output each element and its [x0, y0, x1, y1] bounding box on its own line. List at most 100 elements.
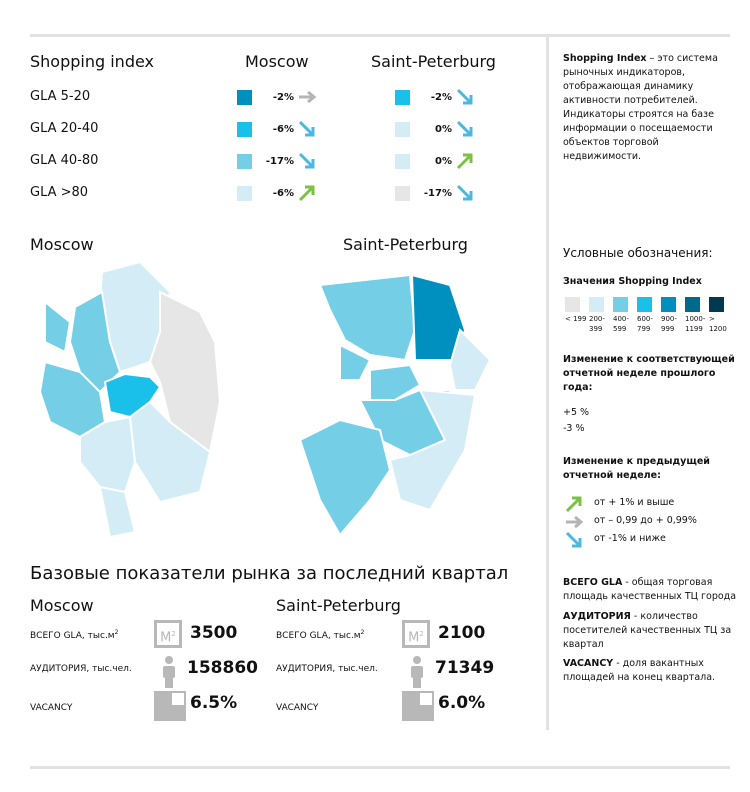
moscow-map-title: Moscow [30, 235, 94, 254]
scale-label: 200-399 [589, 315, 605, 333]
moscow-index-swatch [237, 122, 252, 137]
vacancy-value: 6.0% [438, 693, 486, 713]
spb-map [300, 273, 492, 537]
spb-district-c [369, 363, 422, 401]
gla-label: ВСЕГО GLA, тыс.м2 [30, 629, 119, 641]
moscow-district-s [128, 400, 212, 504]
spb-index-swatch [395, 186, 410, 201]
scale-label: 400-599 [613, 315, 629, 333]
market-title: Базовые показатели рынка за последний кв… [30, 563, 509, 584]
scale-label: 900-999 [661, 315, 677, 333]
gla-value: 3500 [190, 623, 238, 643]
spb-index-change: -17% [423, 188, 452, 199]
vacancy-label: VACANCY [30, 703, 73, 713]
moscow-map [40, 262, 222, 539]
vertical-divider [546, 34, 549, 730]
row-label: GLA 40-80 [30, 153, 99, 168]
trend-up-icon [455, 151, 477, 171]
trend-down-icon [455, 183, 477, 203]
moscow-district-sw [79, 415, 137, 494]
audience-value: 158860 [187, 658, 258, 678]
scale-label: < 199 [565, 315, 587, 323]
audience-label: АУДИТОРИЯ, тыс.чел. [276, 664, 378, 674]
vacancy-icon [154, 691, 186, 721]
spb-index-change: -2% [430, 92, 452, 103]
scale-label: 1000-1199 [685, 315, 706, 333]
moscow-index-change: -2% [272, 92, 294, 103]
scale-swatch [709, 297, 724, 312]
legend-title: Условные обозначения: [563, 246, 713, 260]
vacancy-label: VACANCY [276, 703, 319, 713]
spb-district-e [448, 328, 492, 391]
moscow-district-new [98, 485, 137, 539]
yoy-up: +5 % [563, 407, 590, 418]
spb-index-swatch [395, 90, 410, 105]
legend-flat-arrow-icon [564, 512, 586, 532]
scale-swatch [565, 297, 580, 312]
moscow-index-change: -17% [265, 156, 294, 167]
scale-label: > 1200 [709, 315, 727, 333]
top-divider [30, 34, 730, 37]
trend-down-icon [297, 119, 319, 139]
prev-up: от + 1% и выше [594, 497, 675, 508]
yoy-title: Изменение к соответствующей отчетной нед… [563, 354, 735, 393]
moscow-index-swatch [237, 90, 252, 105]
spb-map-title: Saint-Peterburg [343, 235, 468, 254]
scale-swatch [637, 297, 652, 312]
market-spb-title: Saint-Peterburg [276, 596, 401, 615]
spb-index-swatch [395, 154, 410, 169]
values-title: Значения Shopping Index [563, 276, 702, 287]
trend-up-icon [297, 183, 319, 203]
row-label: GLA 20-40 [30, 121, 99, 136]
bottom-divider [30, 766, 730, 769]
def-vacancy: VACANCY - доля вакантных площадей на кон… [563, 658, 716, 683]
row-label: GLA 5-20 [30, 89, 91, 104]
scale-swatch [685, 297, 700, 312]
moscow-column-title: Moscow [245, 52, 309, 71]
trend-down-icon [455, 119, 477, 139]
moscow-index-change: -6% [272, 124, 294, 135]
gla-value: 2100 [438, 623, 486, 643]
audience-label: АУДИТОРИЯ, тыс.чел. [30, 664, 132, 674]
spb-district-w [339, 343, 372, 381]
person-icon [411, 656, 423, 688]
trend-down-icon [297, 151, 319, 171]
area-m2-icon: M2 [402, 620, 430, 648]
row-label: GLA >80 [30, 185, 89, 200]
scale-swatch [613, 297, 628, 312]
moscow-district-c [103, 372, 162, 419]
def-gla: ВСЕГО GLA - общая торговая площадь качес… [563, 577, 737, 602]
prev-down: от -1% и ниже [594, 533, 666, 544]
gla-label: ВСЕГО GLA, тыс.м2 [276, 629, 365, 641]
spb-index-swatch [395, 122, 410, 137]
legend-down-arrow-icon [564, 530, 586, 550]
spb-column-title: Saint-Peterburg [371, 52, 496, 71]
person-icon [163, 656, 175, 688]
spb-district-nw [318, 273, 417, 362]
scale-label: 600-799 [637, 315, 653, 333]
spb-index-change: 0% [435, 124, 452, 135]
trend-down-icon [455, 87, 477, 107]
moscow-index-swatch [237, 186, 252, 201]
moscow-index-swatch [237, 154, 252, 169]
spb-index-change: 0% [435, 156, 452, 167]
spb-district-se [388, 388, 477, 512]
audience-value: 71349 [435, 658, 495, 678]
moscow-index-change: -6% [272, 188, 294, 199]
spb-district-sw [300, 418, 392, 537]
trend-flat-icon [297, 87, 319, 107]
vacancy-icon [402, 691, 434, 721]
prev-flat: от – 0,99 до + 0,99% [594, 515, 697, 526]
index-title: Shopping index [30, 52, 154, 71]
area-m2-icon: M2 [154, 620, 182, 648]
def-audience: АУДИТОРИЯ - количество посетителей качес… [563, 611, 732, 650]
market-moscow-title: Moscow [30, 596, 94, 615]
scale-swatch [661, 297, 676, 312]
moscow-district-zel [44, 299, 72, 354]
legend-up-arrow-icon [564, 494, 586, 514]
prev-title: Изменение к предыдущей отчетной неделе: [563, 456, 710, 481]
yoy-down: -3 % [563, 423, 585, 434]
vacancy-value: 6.5% [190, 693, 238, 713]
intro-text: Shopping Index – это система рыночных ин… [563, 53, 718, 162]
scale-swatch [589, 297, 604, 312]
